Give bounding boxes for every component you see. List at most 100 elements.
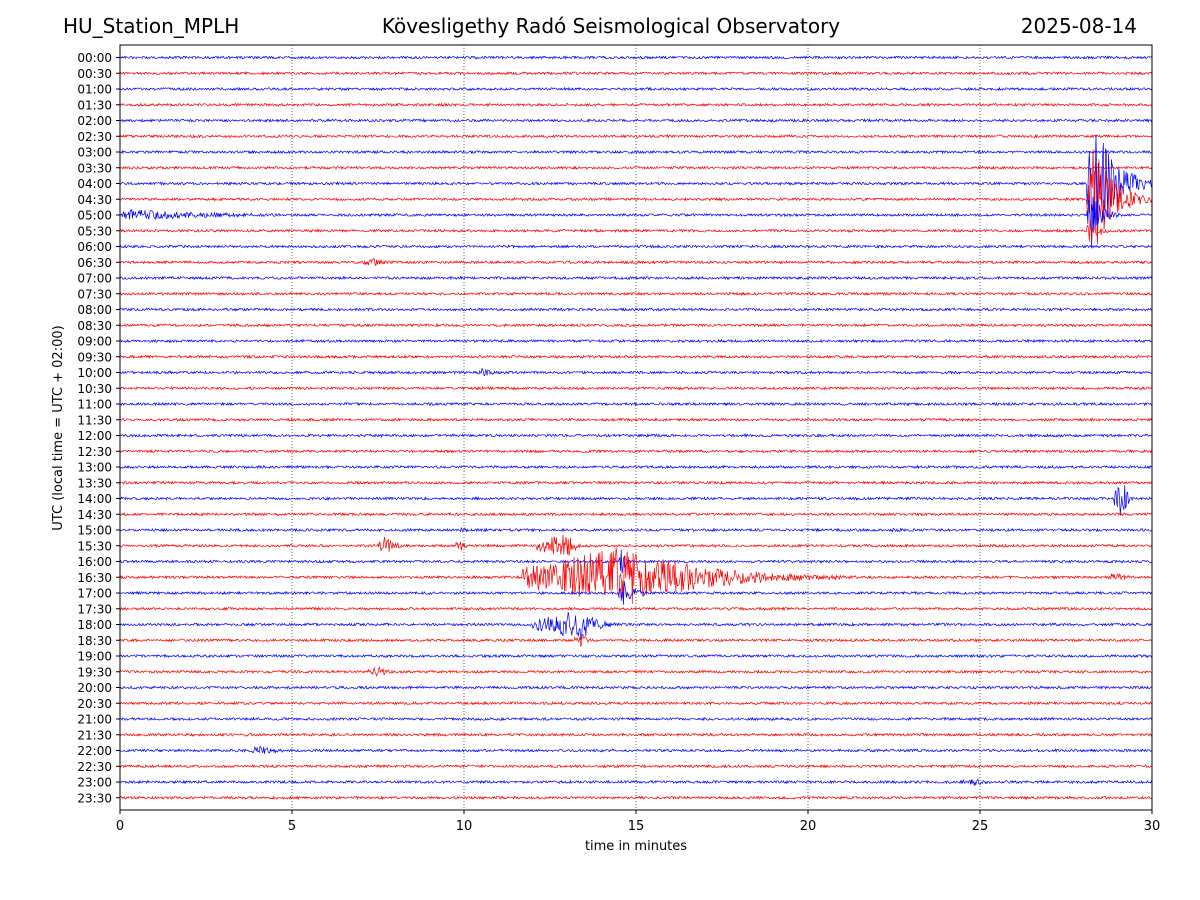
y-tick-label: 11:30 [77, 413, 112, 427]
station-name: HU_Station_MPLH [63, 14, 240, 38]
trace-line [119, 732, 1153, 738]
y-tick-label: 23:00 [77, 776, 112, 790]
y-tick-label: 01:00 [77, 83, 112, 97]
trace-line [119, 133, 1153, 139]
y-tick-label: 18:00 [77, 618, 112, 632]
y-tick-label: 09:00 [77, 335, 112, 349]
y-tick-label: 08:00 [77, 303, 112, 317]
y-tick-label: 14:00 [77, 492, 112, 506]
trace-line [119, 199, 1153, 233]
trace-line [119, 433, 1153, 438]
trace-line [119, 291, 1153, 297]
trace-line [119, 716, 1153, 722]
x-tick-label: 30 [1144, 819, 1161, 834]
trace-line [119, 795, 1153, 801]
y-tick-label: 16:00 [77, 555, 112, 569]
y-tick-label: 18:30 [77, 634, 112, 648]
trace-lines [119, 55, 1153, 801]
y-tick-label: 00:00 [77, 51, 112, 65]
y-tick-label: 09:30 [77, 350, 112, 364]
trace-line [119, 354, 1153, 360]
trace-line [119, 217, 1153, 242]
y-tick-label: 13:00 [77, 461, 112, 475]
trace-line [119, 338, 1153, 344]
y-tick-label: 14:30 [77, 508, 112, 522]
y-tick-label: 08:30 [77, 319, 112, 333]
trace-line [119, 385, 1153, 391]
trace-line [119, 165, 1153, 171]
trace-line [119, 149, 1153, 245]
grid-lines [291, 45, 981, 810]
trace-line [119, 464, 1153, 470]
y-tick-label: 12:00 [77, 429, 112, 443]
trace-line [119, 480, 1153, 486]
y-tick-label: 06:00 [77, 240, 112, 254]
trace-line [119, 581, 1153, 605]
trace-line [119, 86, 1153, 92]
trace-line [119, 534, 1153, 556]
trace-line [119, 367, 1153, 377]
x-axis: 0 5 10 15 20 25 30 [116, 810, 1160, 834]
trace-line [119, 666, 1153, 678]
trace-line [119, 401, 1153, 407]
trace-line [119, 511, 1153, 517]
y-tick-label: 15:30 [77, 539, 112, 553]
y-tick-label: 07:00 [77, 272, 112, 286]
trace-line [119, 102, 1153, 108]
trace-line [119, 258, 1153, 267]
x-tick-label: 15 [628, 819, 645, 834]
chart-title: Kövesligethy Radó Seismological Observat… [381, 14, 841, 38]
x-tick-label: 10 [456, 819, 473, 834]
trace-line [119, 417, 1153, 423]
y-tick-label: 04:00 [77, 177, 112, 191]
y-tick-label: 11:00 [77, 398, 112, 412]
y-tick-label: 19:30 [77, 665, 112, 679]
y-tick-label: 19:00 [77, 650, 112, 664]
y-tick-label: 17:30 [77, 602, 112, 616]
trace-line [119, 653, 1153, 659]
trace-line [119, 118, 1153, 123]
x-tick-label: 25 [972, 819, 989, 834]
y-tick-label: 17:00 [77, 587, 112, 601]
y-tick-label: 02:30 [77, 130, 112, 144]
trace-line [119, 745, 1153, 754]
y-tick-label: 02:00 [77, 114, 112, 128]
y-tick-label: 13:30 [77, 476, 112, 490]
y-tick-label: 21:30 [77, 728, 112, 742]
y-tick-label: 20:30 [77, 697, 112, 711]
y-tick-label: 23:30 [77, 791, 112, 805]
trace-line [119, 55, 1153, 60]
y-axis-label: UTC (local time = UTC + 02:00) [51, 325, 66, 530]
trace-line [119, 778, 1153, 786]
trace-line [119, 485, 1153, 516]
y-tick-label: 12:30 [77, 445, 112, 459]
y-tick-label: 06:30 [77, 256, 112, 270]
y-tick-label: 01:30 [77, 98, 112, 112]
y-tick-label: 20:00 [77, 681, 112, 695]
y-tick-label: 21:00 [77, 713, 112, 727]
x-tick-label: 0 [116, 819, 124, 834]
trace-line [119, 700, 1153, 706]
y-tick-label: 03:00 [77, 146, 112, 160]
y-tick-label: 16:30 [77, 571, 112, 585]
x-tick-label: 20 [800, 819, 817, 834]
trace-line [119, 612, 1153, 640]
trace-line [119, 547, 1153, 604]
trace-line [119, 685, 1153, 690]
trace-line [119, 70, 1153, 76]
y-tick-label: 05:30 [77, 224, 112, 238]
x-axis-label: time in minutes [585, 839, 687, 854]
y-tick-label: 04:30 [77, 193, 112, 207]
trace-line [119, 307, 1153, 312]
trace-line [119, 275, 1153, 281]
y-tick-label: 15:00 [77, 524, 112, 538]
x-tick-label: 5 [288, 819, 296, 834]
y-tick-label: 07:30 [77, 287, 112, 301]
y-tick-label: 00:30 [77, 67, 112, 81]
trace-line [119, 763, 1153, 769]
trace-line [119, 244, 1153, 249]
y-tick-label: 10:00 [77, 366, 112, 380]
y-tick-label: 10:30 [77, 382, 112, 396]
y-tick-label: 22:30 [77, 760, 112, 774]
